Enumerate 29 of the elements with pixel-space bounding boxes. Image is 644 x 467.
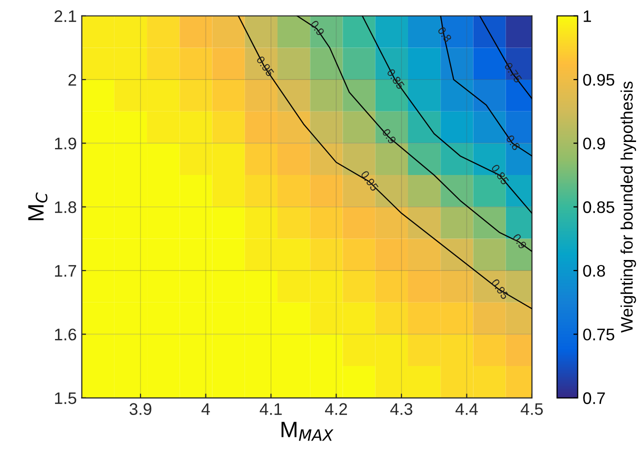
color-bar-label: 0.9	[583, 138, 605, 150]
y-tick-label: 2	[68, 74, 76, 86]
annotation: 0.9	[512, 233, 528, 250]
x-tick-label: 4.1	[260, 403, 282, 415]
annotation: 0.8	[437, 26, 452, 43]
y-axis-title: M$_{C}$	[28, 192, 48, 220]
color-bar-label: 0.75	[583, 328, 614, 340]
color-bar-label: 0.95	[583, 74, 614, 86]
y-tick-label: 1.6	[55, 328, 76, 340]
color-bar-label: 0.8	[583, 264, 605, 277]
annotation: 0.9	[310, 20, 325, 36]
x-tick-label: 4	[201, 403, 210, 415]
color-bar-title: Weighting for bounded hypothesis	[620, 82, 636, 333]
annotation: 0.8	[506, 134, 521, 151]
color-bar-label: 1	[584, 10, 591, 22]
y-tick-label: 1.5	[55, 392, 76, 404]
x-tick-label: 4.4	[456, 403, 478, 415]
y-tick-label: 1.7	[55, 265, 76, 277]
annotation: 0.9	[382, 128, 397, 144]
color-bar-label: 0.85	[583, 201, 614, 214]
x-tick-label: 4.2	[325, 403, 347, 415]
y-tick-label: 1.8	[55, 201, 76, 214]
x-tick-label: 3.9	[130, 403, 152, 415]
y-tick-label: 1.9	[55, 138, 76, 150]
x-tick-label: 4.5	[520, 403, 543, 415]
y-tick-label: 2.1	[54, 10, 76, 22]
x-tick-label: 4.3	[390, 403, 412, 415]
color-bar-label: 0.7	[583, 392, 605, 404]
x-axis-title: M$_{MAX}$	[282, 422, 334, 441]
